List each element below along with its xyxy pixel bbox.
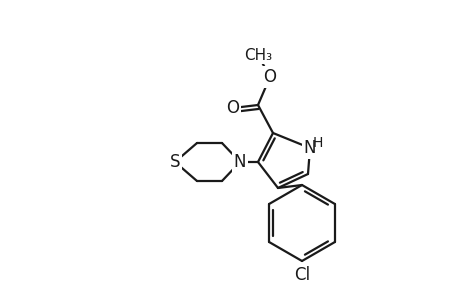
Text: N: N xyxy=(233,153,246,171)
Text: O: O xyxy=(226,99,239,117)
Text: CH₃: CH₃ xyxy=(243,47,271,62)
Text: N: N xyxy=(303,139,316,157)
Text: Cl: Cl xyxy=(293,266,309,284)
Text: S: S xyxy=(169,153,180,171)
Text: H: H xyxy=(312,136,323,150)
Text: O: O xyxy=(263,68,276,86)
